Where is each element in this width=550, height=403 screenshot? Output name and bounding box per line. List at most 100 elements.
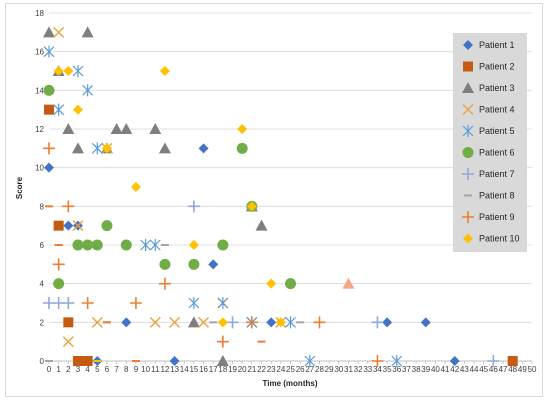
data-point <box>217 317 228 328</box>
x-tick-label: 9 <box>134 365 139 374</box>
x-tick-label: 12 <box>160 365 169 374</box>
data-point <box>43 84 55 96</box>
x-tick-label: 28 <box>315 365 324 374</box>
data-point <box>120 123 133 134</box>
data-point <box>140 239 152 251</box>
data-point <box>188 258 200 270</box>
data-point <box>275 317 286 328</box>
x-tick-label: 37 <box>402 365 411 374</box>
data-point <box>62 336 74 348</box>
data-point <box>149 123 162 134</box>
legend-label: Patient 8 <box>479 191 515 201</box>
data-point <box>62 297 75 309</box>
data-point <box>226 316 239 329</box>
legend-marker <box>462 82 474 93</box>
data-point <box>187 316 200 328</box>
legend-marker <box>462 104 474 115</box>
legend-marker <box>462 168 474 180</box>
x-tick-label: 0 <box>47 365 52 374</box>
data-point <box>420 317 431 328</box>
data-point <box>71 142 84 154</box>
data-point <box>169 356 180 366</box>
y-tick-label: 18 <box>35 9 44 18</box>
data-point <box>208 259 219 270</box>
data-point <box>266 317 277 328</box>
series-patient-6 <box>43 84 296 290</box>
x-tick-label: 42 <box>450 365 459 374</box>
data-point <box>342 277 355 289</box>
legend-label: Patient 10 <box>479 234 520 244</box>
x-tick-label: 46 <box>489 365 498 374</box>
x-tick-label: 50 <box>528 365 537 374</box>
legend-label: Patient 3 <box>479 83 515 93</box>
data-point <box>121 317 132 328</box>
legend-marker <box>462 211 474 223</box>
data-point <box>198 316 210 328</box>
legend-marker <box>462 147 474 158</box>
data-point <box>43 142 55 155</box>
data-point <box>72 104 83 115</box>
x-tick-label: 5 <box>95 365 100 374</box>
y-tick-label: 6 <box>40 241 45 250</box>
data-point <box>53 220 64 231</box>
x-tick-label: 14 <box>180 365 189 374</box>
x-tick-label: 44 <box>470 365 479 374</box>
x-tick-label: 49 <box>518 365 527 374</box>
legend-label: Patient 2 <box>479 62 515 72</box>
data-point <box>43 26 55 38</box>
x-tick-label: 19 <box>228 365 237 374</box>
data-point <box>130 182 141 192</box>
series-patient-7 <box>43 200 500 367</box>
x-tick-label: 20 <box>238 365 247 374</box>
data-point <box>382 317 393 328</box>
x-tick-label: 33 <box>363 365 372 374</box>
data-point <box>52 258 65 271</box>
legend-label: Patient 7 <box>479 169 515 179</box>
x-tick-label: 2 <box>66 365 71 374</box>
data-point <box>507 356 518 366</box>
data-point <box>82 356 93 366</box>
data-point <box>81 26 94 38</box>
x-tick-label: 36 <box>392 365 401 374</box>
series-patient-4 <box>53 26 287 348</box>
x-tick-label: 23 <box>267 365 276 374</box>
x-axis-title: Time (months) <box>263 379 318 388</box>
legend: Patient 1 Patient 2 Patient 3 Patient 4 Pati… <box>453 33 527 252</box>
x-tick-label: 31 <box>344 365 353 374</box>
data-point <box>285 278 296 290</box>
y-tick-label: 10 <box>35 164 44 173</box>
legend-label: Patient 4 <box>479 105 515 115</box>
x-tick-label: 48 <box>508 365 517 374</box>
x-tick-label: 8 <box>124 365 129 374</box>
y-tick-label: 4 <box>40 280 45 289</box>
data-point <box>255 219 268 231</box>
x-tick-label: 29 <box>325 365 334 374</box>
data-point <box>53 278 65 290</box>
x-tick-label: 7 <box>114 365 119 374</box>
data-point <box>82 84 94 97</box>
x-tick-label: 1 <box>56 365 61 374</box>
data-point <box>44 162 54 173</box>
y-tick-label: 16 <box>35 48 44 57</box>
series-extra-11 <box>45 205 266 362</box>
data-point <box>72 239 84 251</box>
data-point <box>391 355 403 367</box>
legend-marker <box>462 125 474 137</box>
legend-marker <box>463 40 473 50</box>
data-point <box>63 220 74 231</box>
data-point <box>44 104 54 115</box>
x-tick-label: 6 <box>105 365 110 374</box>
series-patient-2 <box>44 104 518 366</box>
x-tick-label: 11 <box>151 365 160 374</box>
data-point <box>62 200 75 213</box>
data-point <box>245 316 258 329</box>
data-point <box>217 239 229 251</box>
data-point <box>91 316 103 328</box>
data-point <box>266 278 277 289</box>
data-point <box>188 297 200 309</box>
x-tick-label: 24 <box>276 365 285 374</box>
x-tick-label: 4 <box>85 365 90 374</box>
data-point <box>169 316 181 328</box>
x-tick-label: 18 <box>218 365 227 374</box>
